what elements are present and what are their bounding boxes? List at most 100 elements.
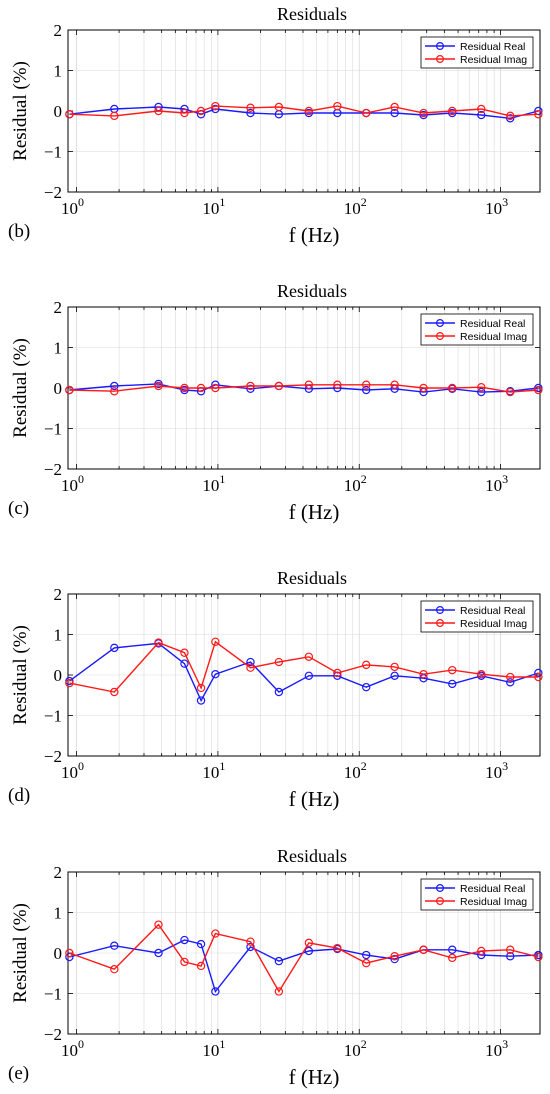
data-point — [180, 957, 189, 967]
data-point — [180, 935, 189, 945]
data-point — [304, 671, 314, 681]
legend-marker-real — [436, 883, 445, 892]
data-point — [180, 383, 189, 393]
data-point — [506, 678, 515, 687]
data-point — [534, 952, 543, 962]
data-point — [65, 385, 74, 395]
x-tick-exponent: 3 — [502, 472, 508, 486]
data-point — [304, 938, 314, 948]
y-tick-label: 0 — [54, 379, 63, 398]
series-residual-imag — [65, 637, 543, 697]
x-tick-base: 10 — [344, 763, 361, 782]
x-tick-label: 100 — [61, 759, 84, 782]
data-point — [154, 638, 163, 647]
data-point — [506, 952, 515, 961]
data-point — [196, 383, 206, 393]
legend-marker-imag — [436, 896, 445, 905]
data-point — [246, 937, 255, 946]
data-point — [196, 696, 206, 705]
x-tick-exponent: 1 — [219, 472, 225, 486]
x-tick-base: 10 — [61, 476, 78, 495]
data-point — [477, 382, 486, 392]
data-point — [506, 114, 515, 123]
data-point — [448, 945, 457, 954]
data-point — [333, 101, 342, 111]
legend-marker-imag — [436, 332, 445, 341]
data-point — [362, 380, 371, 389]
data-point — [362, 682, 371, 692]
x-tick-label: 102 — [344, 472, 367, 495]
x-tick-base: 10 — [202, 763, 219, 782]
data-point — [274, 687, 284, 697]
data-point — [506, 945, 515, 954]
data-point — [196, 961, 206, 971]
data-point — [390, 380, 399, 389]
series-residual-imag-line — [69, 384, 539, 393]
x-tick-base: 10 — [344, 1041, 361, 1060]
y-tick-label: 2 — [54, 298, 63, 317]
x-tick-label: 102 — [344, 195, 367, 218]
data-point — [110, 687, 119, 697]
data-point — [390, 952, 399, 961]
data-point — [246, 663, 255, 672]
data-point — [211, 383, 220, 393]
legend-marker-real — [436, 605, 445, 614]
x-tick-exponent: 2 — [361, 472, 367, 486]
data-point — [110, 381, 119, 391]
x-tick-exponent: 0 — [78, 195, 84, 209]
y-tick-label: −1 — [44, 985, 62, 1004]
legend-label-imag: Residual Imag — [460, 54, 527, 66]
x-tick-exponent: 0 — [78, 759, 84, 773]
series-residual-imag — [65, 101, 543, 121]
data-point — [362, 958, 371, 968]
x-tick-label: 102 — [344, 1037, 367, 1060]
x-tick-exponent: 2 — [361, 195, 367, 209]
y-tick-label: −2 — [44, 747, 62, 766]
y-axis-label: Residual (%) — [10, 625, 31, 725]
data-point — [362, 108, 371, 118]
y-tick-label: −1 — [44, 707, 62, 726]
data-point — [211, 987, 220, 996]
panel-label: (c) — [8, 498, 29, 519]
series-residual-imag — [65, 920, 543, 996]
x-axis-label: f (Hz) — [289, 787, 340, 811]
x-tick-exponent: 0 — [78, 472, 84, 486]
x-tick-label: 103 — [485, 472, 508, 495]
legend-label-real: Residual Real — [460, 318, 525, 330]
data-point — [246, 381, 255, 391]
chart-title: Residuals — [277, 281, 347, 301]
x-tick-exponent: 3 — [502, 759, 508, 773]
data-point — [448, 665, 457, 675]
x-tick-label: 100 — [61, 472, 84, 495]
x-tick-exponent: 0 — [78, 1037, 84, 1051]
data-point — [246, 384, 255, 394]
y-tick-label: 0 — [54, 102, 63, 121]
data-point — [110, 387, 119, 396]
x-tick-exponent: 1 — [219, 195, 225, 209]
data-point — [196, 106, 206, 116]
data-point — [154, 948, 163, 958]
data-point — [304, 380, 314, 389]
data-point — [196, 683, 206, 693]
data-point — [110, 965, 119, 974]
legend-label-imag: Residual Imag — [460, 331, 527, 343]
x-tick-label: 101 — [202, 195, 225, 218]
data-point — [477, 110, 486, 120]
y-tick-label: 0 — [54, 944, 63, 963]
legend-label-real: Residual Real — [460, 41, 525, 53]
data-point — [477, 387, 486, 397]
data-point — [448, 679, 457, 689]
y-axis-label: Residual (%) — [10, 338, 31, 438]
data-point — [274, 657, 284, 667]
y-tick-label: −1 — [44, 143, 62, 162]
data-point — [448, 953, 457, 963]
data-point — [419, 108, 428, 118]
y-tick-label: 2 — [54, 21, 63, 40]
x-axis-label: f (Hz) — [289, 223, 340, 247]
x-tick-base: 10 — [485, 199, 502, 218]
x-axis-label: f (Hz) — [289, 1065, 340, 1089]
x-tick-base: 10 — [485, 476, 502, 495]
